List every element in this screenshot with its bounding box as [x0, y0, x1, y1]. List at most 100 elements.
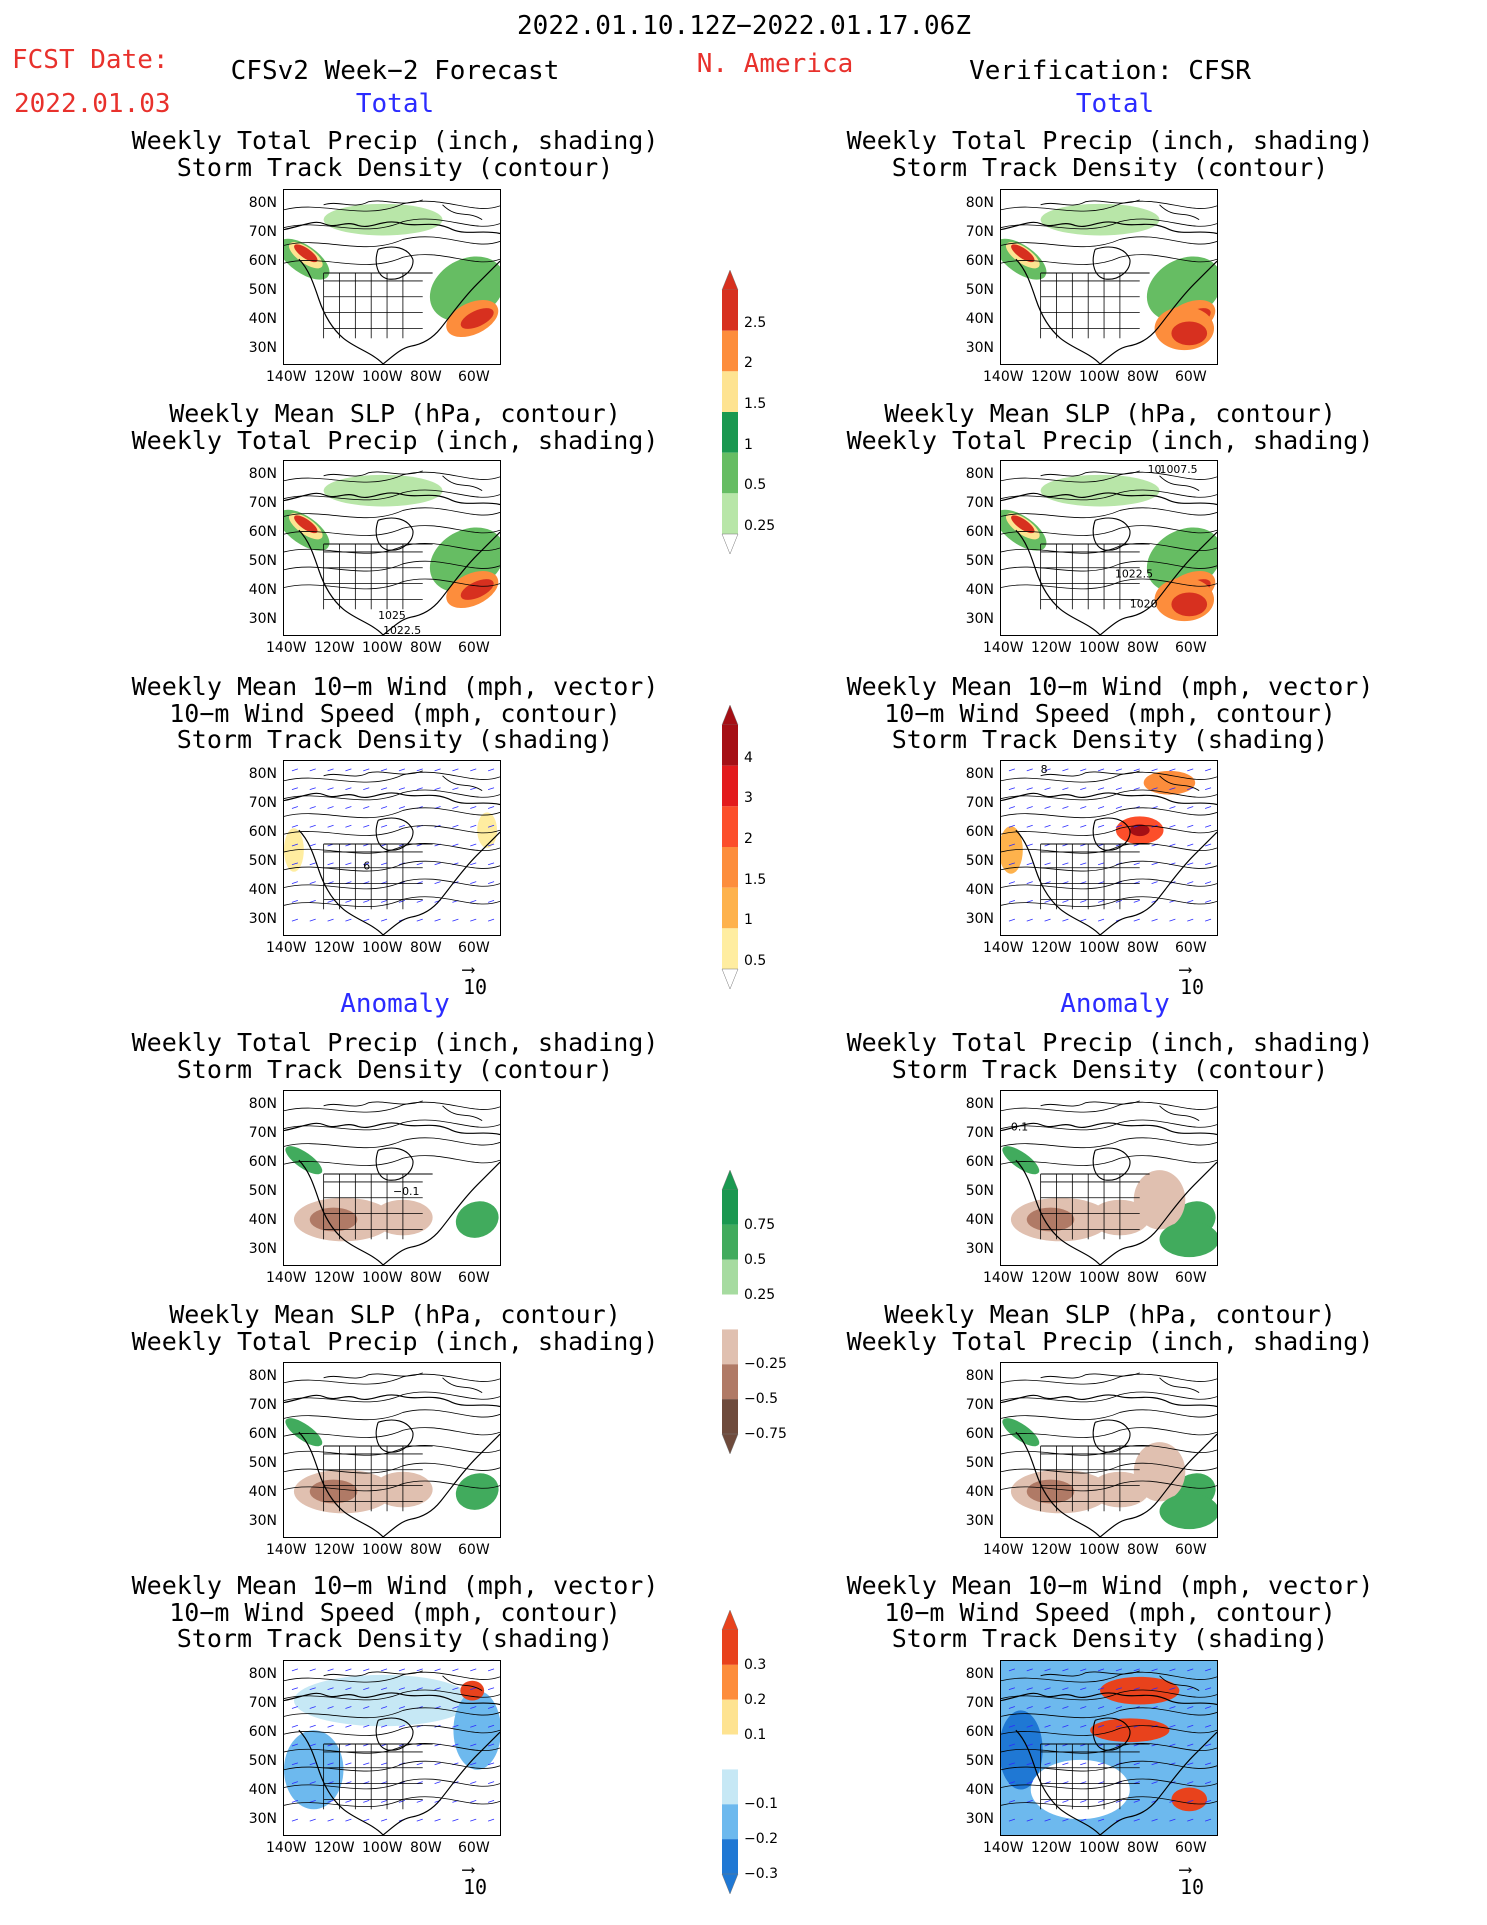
hudson-bay-coastline	[375, 517, 414, 551]
panel-title: 10−m Wind Speed (mph, contour)	[169, 698, 621, 728]
lon-label: 100W	[362, 640, 403, 656]
wind-vector	[1169, 787, 1176, 791]
lat-label: 30N	[965, 1241, 994, 1257]
wind-vector	[327, 900, 334, 903]
wind-vector	[1204, 1668, 1212, 1672]
wind-vector	[1026, 824, 1033, 828]
greenland-coast	[442, 1675, 483, 1692]
colorbar-cap	[721, 1610, 739, 1631]
lat-label: 30N	[248, 1811, 277, 1827]
wind-vector	[1008, 806, 1015, 809]
storm-density-contour	[1001, 236, 1217, 248]
colorbar-label: −0.1	[744, 1796, 778, 1813]
wind-vector	[1204, 824, 1212, 828]
wind-vector	[416, 862, 423, 866]
wind-vector	[291, 862, 298, 866]
wind-vector	[1062, 768, 1069, 772]
colorbar-swatch	[722, 412, 738, 453]
lon-label: 120W	[314, 1270, 355, 1286]
wind-vector	[1044, 824, 1051, 828]
wind-vector	[1151, 862, 1158, 866]
precip-shade	[1171, 321, 1208, 346]
wind-vector	[309, 900, 316, 903]
greenland-coast	[1159, 1377, 1200, 1394]
lat-label: 50N	[965, 1455, 994, 1471]
colorbar-swatch	[722, 1364, 738, 1400]
wind-vector	[1204, 881, 1212, 884]
lat-label: 60N	[965, 253, 994, 269]
wind-speed-contour	[284, 1671, 500, 1683]
wind-vector	[327, 862, 334, 866]
wind-vector	[1169, 1818, 1176, 1822]
wind-vector	[452, 1818, 459, 1822]
wind-speed-contour	[1001, 789, 1217, 801]
precip-anom-colorbar	[721, 1170, 739, 1454]
arctic-coastline	[284, 492, 500, 506]
colorbar-cap	[721, 1433, 739, 1454]
wind-vector	[1026, 1762, 1033, 1766]
wind-vector	[1133, 918, 1140, 922]
wind-vector	[398, 787, 406, 791]
wind-vector	[434, 918, 441, 922]
wind-vector	[291, 918, 298, 922]
wind-vector	[1097, 1724, 1105, 1728]
colorbar-swatch	[722, 847, 738, 888]
wind-vector	[380, 824, 388, 828]
wind-vector	[1187, 1706, 1194, 1709]
atlantic-coastline	[382, 831, 500, 935]
wind-vector	[327, 918, 334, 922]
precip-anom-shade	[1159, 1493, 1217, 1530]
wind-speed-contour	[1001, 1725, 1217, 1736]
map-svg: 1025 1022.5	[284, 470, 500, 635]
lon-label: 120W	[1031, 640, 1072, 656]
lon-label: 80W	[410, 1840, 442, 1856]
arctic-coastline	[1001, 1394, 1217, 1408]
wind-vector	[1187, 900, 1194, 903]
wind-vector	[398, 900, 406, 903]
colorbar-swatch	[722, 493, 738, 534]
panel-title: Weekly Mean 10−m Wind (mph, vector)	[846, 672, 1374, 701]
model-title: CFSv2 Week−2 Forecast	[230, 56, 560, 86]
lat-label: 40N	[965, 311, 994, 327]
precip-shade	[1040, 203, 1160, 236]
colorbar-swatch	[722, 1630, 738, 1665]
lon-label: 140W	[983, 369, 1024, 385]
colorbar-swatch	[722, 1699, 738, 1735]
lat-label: 80N	[965, 1666, 994, 1682]
wind-vector	[1044, 900, 1051, 903]
wind-vector	[1187, 1668, 1194, 1672]
wind-vector	[1008, 1706, 1015, 1709]
lon-label: 140W	[983, 640, 1024, 656]
wind-vector	[470, 806, 477, 809]
storm-density-contour	[284, 1155, 500, 1166]
greenland-coast	[442, 1377, 483, 1394]
lon-label: 80W	[1127, 640, 1159, 656]
wind-vector	[1080, 1724, 1087, 1728]
colorbar-swatch	[722, 1224, 738, 1260]
lat-label: 70N	[248, 795, 277, 811]
wind-vector	[1204, 1800, 1212, 1803]
lat-label: 80N	[965, 466, 994, 482]
lon-label: 60W	[458, 369, 490, 385]
wind-speed-contour	[284, 771, 500, 783]
lon-label: 60W	[458, 1542, 490, 1558]
wind-vector	[1008, 900, 1015, 903]
lat-label: 60N	[248, 1154, 277, 1170]
precip-shade	[1171, 592, 1208, 617]
lat-label: 50N	[965, 553, 994, 569]
lat-label: 80N	[965, 1368, 994, 1384]
lat-label: 70N	[965, 1695, 994, 1711]
lat-label: 30N	[248, 611, 277, 627]
precip-anom-shade	[285, 1418, 323, 1447]
wind-vector	[1187, 1800, 1194, 1803]
lat-label: 40N	[965, 1782, 994, 1798]
lat-label: 40N	[248, 1212, 277, 1228]
lon-label: 140W	[983, 1840, 1024, 1856]
panel-title: Storm Track Density (contour)	[176, 1054, 614, 1084]
wind-vector	[1133, 1762, 1140, 1766]
panel-title: Weekly Mean SLP (hPa, contour)	[884, 399, 1336, 428]
wind-speed-contour	[1001, 1707, 1217, 1719]
wind-vector	[327, 1687, 334, 1691]
wind-vector	[1044, 1706, 1051, 1709]
arctic-coastline	[1001, 1122, 1217, 1136]
